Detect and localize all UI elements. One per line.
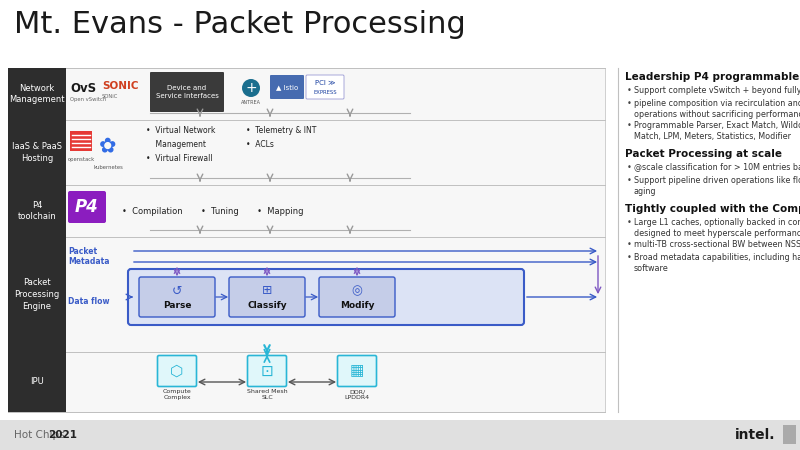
Bar <box>8 352 66 412</box>
Text: •: • <box>627 86 632 95</box>
Text: Modify: Modify <box>340 301 374 310</box>
FancyBboxPatch shape <box>139 277 215 317</box>
FancyBboxPatch shape <box>229 277 305 317</box>
Bar <box>70 131 92 151</box>
Text: P4: P4 <box>75 198 99 216</box>
Text: ▦: ▦ <box>350 364 364 378</box>
Text: Parse: Parse <box>162 301 191 310</box>
Text: SONIC: SONIC <box>102 81 138 91</box>
Text: Compute
Complex: Compute Complex <box>162 389 191 400</box>
Text: Broad metadata capabilities, including handoff to Compute
software: Broad metadata capabilities, including h… <box>634 253 800 274</box>
Text: openstack: openstack <box>67 157 94 162</box>
Text: IaaS & PaaS
Hosting: IaaS & PaaS Hosting <box>12 142 62 163</box>
Text: •: • <box>627 218 632 227</box>
Text: ⬡: ⬡ <box>170 364 184 378</box>
Text: Packet Processing at scale: Packet Processing at scale <box>625 149 782 159</box>
Bar <box>8 68 605 412</box>
Text: •: • <box>627 240 632 249</box>
Text: ↺: ↺ <box>172 284 182 297</box>
Text: Device and
Service Interfaces: Device and Service Interfaces <box>155 85 218 99</box>
Text: ▲ Istio: ▲ Istio <box>276 84 298 90</box>
Text: ✿: ✿ <box>99 136 117 156</box>
Text: SONiC: SONiC <box>102 94 118 99</box>
Text: •  Compilation       •  Tuning       •  Mapping: • Compilation • Tuning • Mapping <box>122 207 303 216</box>
Text: multi-TB cross-sectional BW between NSS and CC: multi-TB cross-sectional BW between NSS … <box>634 240 800 249</box>
Text: Open vSwitch: Open vSwitch <box>70 98 106 103</box>
FancyBboxPatch shape <box>247 356 286 387</box>
FancyBboxPatch shape <box>319 277 395 317</box>
FancyBboxPatch shape <box>306 75 344 99</box>
Text: P4
toolchain: P4 toolchain <box>18 201 56 221</box>
Text: Data flow: Data flow <box>68 297 110 306</box>
Text: •: • <box>627 253 632 262</box>
Text: ⊞: ⊞ <box>262 284 272 297</box>
Text: •: • <box>627 176 632 185</box>
Bar <box>8 185 66 237</box>
Text: intel.: intel. <box>734 428 775 442</box>
Text: Mt. Evans - Packet Processing: Mt. Evans - Packet Processing <box>14 10 466 39</box>
Text: IPU: IPU <box>30 378 44 387</box>
Text: OvS: OvS <box>70 81 96 94</box>
Text: PCI ≫: PCI ≫ <box>314 80 335 86</box>
Text: •  Virtual Network
    Management
•  Virtual Firewall: • Virtual Network Management • Virtual F… <box>146 126 215 163</box>
Text: Support complete vSwitch + beyond fully in hardware: Support complete vSwitch + beyond fully … <box>634 86 800 95</box>
Bar <box>8 68 66 120</box>
Text: Network
Management: Network Management <box>10 84 65 104</box>
FancyBboxPatch shape <box>68 191 106 223</box>
Bar <box>0 420 800 450</box>
FancyBboxPatch shape <box>338 356 377 387</box>
Text: Hot Chips: Hot Chips <box>14 430 68 440</box>
Text: Shared Mesh
SLC: Shared Mesh SLC <box>246 389 287 400</box>
FancyBboxPatch shape <box>128 269 524 325</box>
Text: ◎: ◎ <box>351 284 362 297</box>
Text: Support pipeline driven operations like flow auto-add and
aging: Support pipeline driven operations like … <box>634 176 800 197</box>
Bar <box>8 120 66 185</box>
Text: •: • <box>627 99 632 108</box>
Text: Metadata: Metadata <box>68 257 110 266</box>
Text: @scale classification for > 10M entries backed by DDR: @scale classification for > 10M entries … <box>634 163 800 172</box>
FancyBboxPatch shape <box>158 356 197 387</box>
Text: Tightly coupled with the Compute Complex: Tightly coupled with the Compute Complex <box>625 204 800 214</box>
Text: ⊡: ⊡ <box>261 364 274 378</box>
Text: kubernetes: kubernetes <box>93 165 123 170</box>
Circle shape <box>242 79 260 97</box>
Text: Leadership P4 programmable pipeline: Leadership P4 programmable pipeline <box>625 72 800 82</box>
Text: DDR/
LPDDR4: DDR/ LPDDR4 <box>345 389 370 400</box>
Text: Packet
Processing
Engine: Packet Processing Engine <box>14 278 60 311</box>
Text: Packet: Packet <box>68 247 97 256</box>
Text: •  Telemetry & INT
•  ACLs: • Telemetry & INT • ACLs <box>246 126 316 149</box>
Text: EXPRESS: EXPRESS <box>313 90 337 94</box>
Text: 2021: 2021 <box>48 430 77 440</box>
Bar <box>783 425 796 444</box>
Text: •: • <box>627 163 632 172</box>
FancyBboxPatch shape <box>270 75 304 99</box>
Text: ANTREA: ANTREA <box>241 99 261 104</box>
Text: pipeline composition via recirculation and chained
operations without sacrificin: pipeline composition via recirculation a… <box>634 99 800 119</box>
Text: Large L1 caches, optionally backed in compute cache,
designed to meet hyperscale: Large L1 caches, optionally backed in co… <box>634 218 800 238</box>
Text: Programmable Parser, Exact Match, Wildcard Match, Range
Match, LPM, Meters, Stat: Programmable Parser, Exact Match, Wildca… <box>634 121 800 141</box>
Text: •: • <box>627 121 632 130</box>
Text: Classify: Classify <box>247 301 287 310</box>
FancyBboxPatch shape <box>150 72 224 112</box>
Bar <box>8 237 66 352</box>
Text: +: + <box>245 81 257 95</box>
